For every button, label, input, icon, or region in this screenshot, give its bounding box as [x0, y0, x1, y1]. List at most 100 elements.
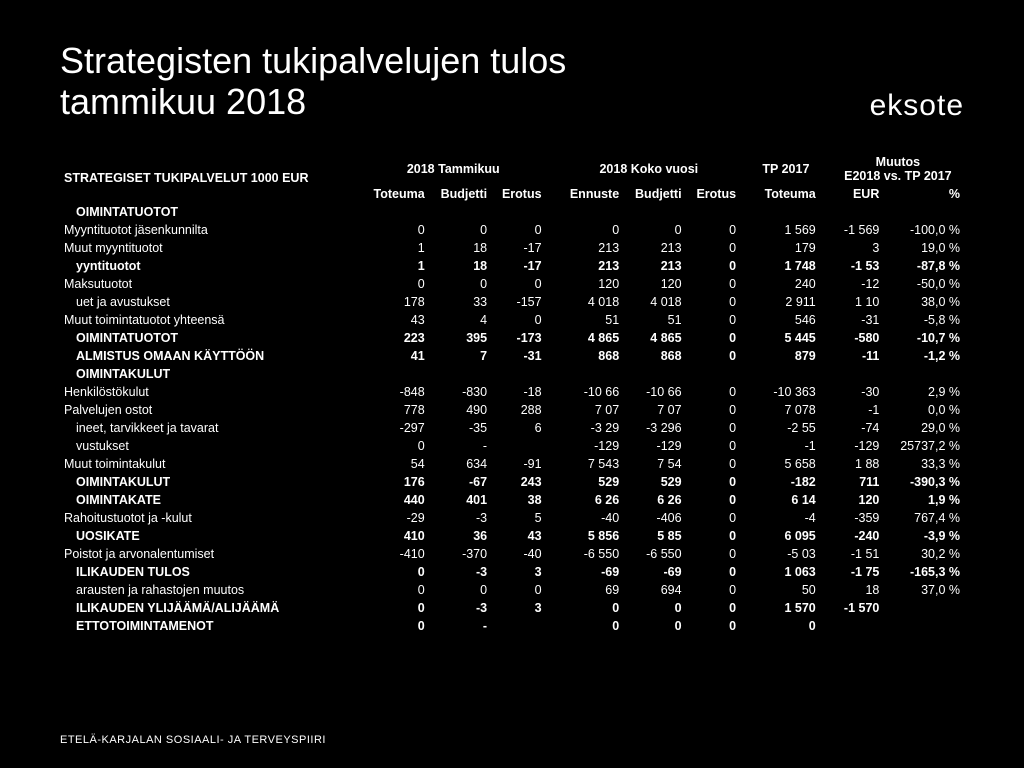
value-cell: [558, 203, 624, 221]
row-label: OIMINTATUOTOT: [60, 329, 349, 347]
value-cell: -6 550: [623, 545, 685, 563]
value-cell: 6 26: [558, 491, 624, 509]
value-cell: -10,7 %: [883, 329, 964, 347]
value-cell: 1 063: [752, 563, 820, 581]
value-cell: -4: [752, 509, 820, 527]
value-cell: 0: [361, 563, 429, 581]
spacer-cell: [740, 563, 752, 581]
spacer-cell: [349, 221, 361, 239]
table-row: ILIKAUDEN TULOS0-33-69-6901 063-1 75-165…: [60, 563, 964, 581]
spacer-cell: [820, 581, 832, 599]
spacer-cell: [546, 491, 558, 509]
value-cell: 7 07: [558, 401, 624, 419]
value-cell: -10 66: [558, 383, 624, 401]
value-cell: -5 03: [752, 545, 820, 563]
spacer-cell: [546, 311, 558, 329]
value-cell: 0: [623, 617, 685, 635]
value-cell: -69: [558, 563, 624, 581]
table-row: OIMINTAKATE440401386 266 2606 141201,9 %: [60, 491, 964, 509]
spacer-cell: [349, 275, 361, 293]
value-cell: -129: [623, 437, 685, 455]
spacer-cell: [820, 221, 832, 239]
value-cell: [429, 203, 491, 221]
value-cell: -1 53: [832, 257, 884, 275]
value-cell: 529: [623, 473, 685, 491]
value-cell: -1 569: [832, 221, 884, 239]
value-cell: -390,3 %: [883, 473, 964, 491]
spacer-cell: [820, 329, 832, 347]
value-cell: 4 018: [623, 293, 685, 311]
spacer-cell: [546, 527, 558, 545]
spacer-cell: [546, 509, 558, 527]
spacer-cell: [740, 203, 752, 221]
row-label: Muut myyntituotot: [60, 239, 349, 257]
spacer-cell: [740, 581, 752, 599]
title-line1: Strategisten tukipalvelujen tulos: [60, 40, 566, 81]
spacer-cell: [820, 239, 832, 257]
value-cell: -40: [558, 509, 624, 527]
value-cell: -40: [491, 545, 545, 563]
row-label: arausten ja rahastojen muutos: [60, 581, 349, 599]
value-cell: 546: [752, 311, 820, 329]
spacer-cell: [740, 419, 752, 437]
value-cell: -3 296: [623, 419, 685, 437]
value-cell: -182: [752, 473, 820, 491]
col-toteuma1: Toteuma: [361, 185, 429, 203]
value-cell: 18: [429, 239, 491, 257]
col-toteuma2: Toteuma: [752, 185, 820, 203]
value-cell: 18: [832, 581, 884, 599]
row-label: Myyntituotot jäsenkunnilta: [60, 221, 349, 239]
spacer-cell: [740, 275, 752, 293]
row-label: Muut toimintatuotot yhteensä: [60, 311, 349, 329]
value-cell: 0: [686, 437, 740, 455]
value-cell: -30: [832, 383, 884, 401]
value-cell: 3: [491, 563, 545, 581]
spacer-cell: [349, 419, 361, 437]
title-line2: tammikuu 2018: [60, 81, 566, 122]
value-cell: -1,2 %: [883, 347, 964, 365]
value-cell: 7 54: [623, 455, 685, 473]
value-cell: -6 550: [558, 545, 624, 563]
value-cell: 0: [686, 509, 740, 527]
value-cell: -29: [361, 509, 429, 527]
value-cell: 1: [361, 239, 429, 257]
spacer-cell: [820, 473, 832, 491]
value-cell: 30,2 %: [883, 545, 964, 563]
value-cell: 243: [491, 473, 545, 491]
row-label: Muut toimintakulut: [60, 455, 349, 473]
header-group1: 2018 Tammikuu: [361, 153, 546, 185]
header-rowlabel: STRATEGISET TUKIPALVELUT 1000 EUR: [60, 153, 349, 203]
spacer-cell: [546, 239, 558, 257]
spacer-cell: [820, 545, 832, 563]
col-erotus2: Erotus: [686, 185, 740, 203]
value-cell: 25737,2 %: [883, 437, 964, 455]
value-cell: 1: [361, 257, 429, 275]
value-cell: 0: [686, 563, 740, 581]
value-cell: 1 88: [832, 455, 884, 473]
row-label: ineet, tarvikkeet ja tavarat: [60, 419, 349, 437]
row-label: ILIKAUDEN TULOS: [60, 563, 349, 581]
value-cell: -10 66: [623, 383, 685, 401]
spacer-cell: [349, 257, 361, 275]
value-cell: 0: [686, 473, 740, 491]
value-cell: 0: [686, 545, 740, 563]
value-cell: 5 445: [752, 329, 820, 347]
value-cell: -3,9 %: [883, 527, 964, 545]
value-cell: -3 29: [558, 419, 624, 437]
spacer-cell: [820, 437, 832, 455]
spacer-cell: [349, 239, 361, 257]
spacer-cell: [740, 545, 752, 563]
value-cell: -1: [752, 437, 820, 455]
value-cell: -10 363: [752, 383, 820, 401]
value-cell: [429, 365, 491, 383]
value-cell: 0: [686, 239, 740, 257]
col-ennuste: Ennuste: [558, 185, 624, 203]
value-cell: 4 018: [558, 293, 624, 311]
spacer-cell: [820, 563, 832, 581]
spacer-cell: [546, 329, 558, 347]
value-cell: -297: [361, 419, 429, 437]
value-cell: 395: [429, 329, 491, 347]
row-label: OIMINTATUOTOT: [60, 203, 349, 221]
value-cell: -830: [429, 383, 491, 401]
value-cell: 120: [832, 491, 884, 509]
